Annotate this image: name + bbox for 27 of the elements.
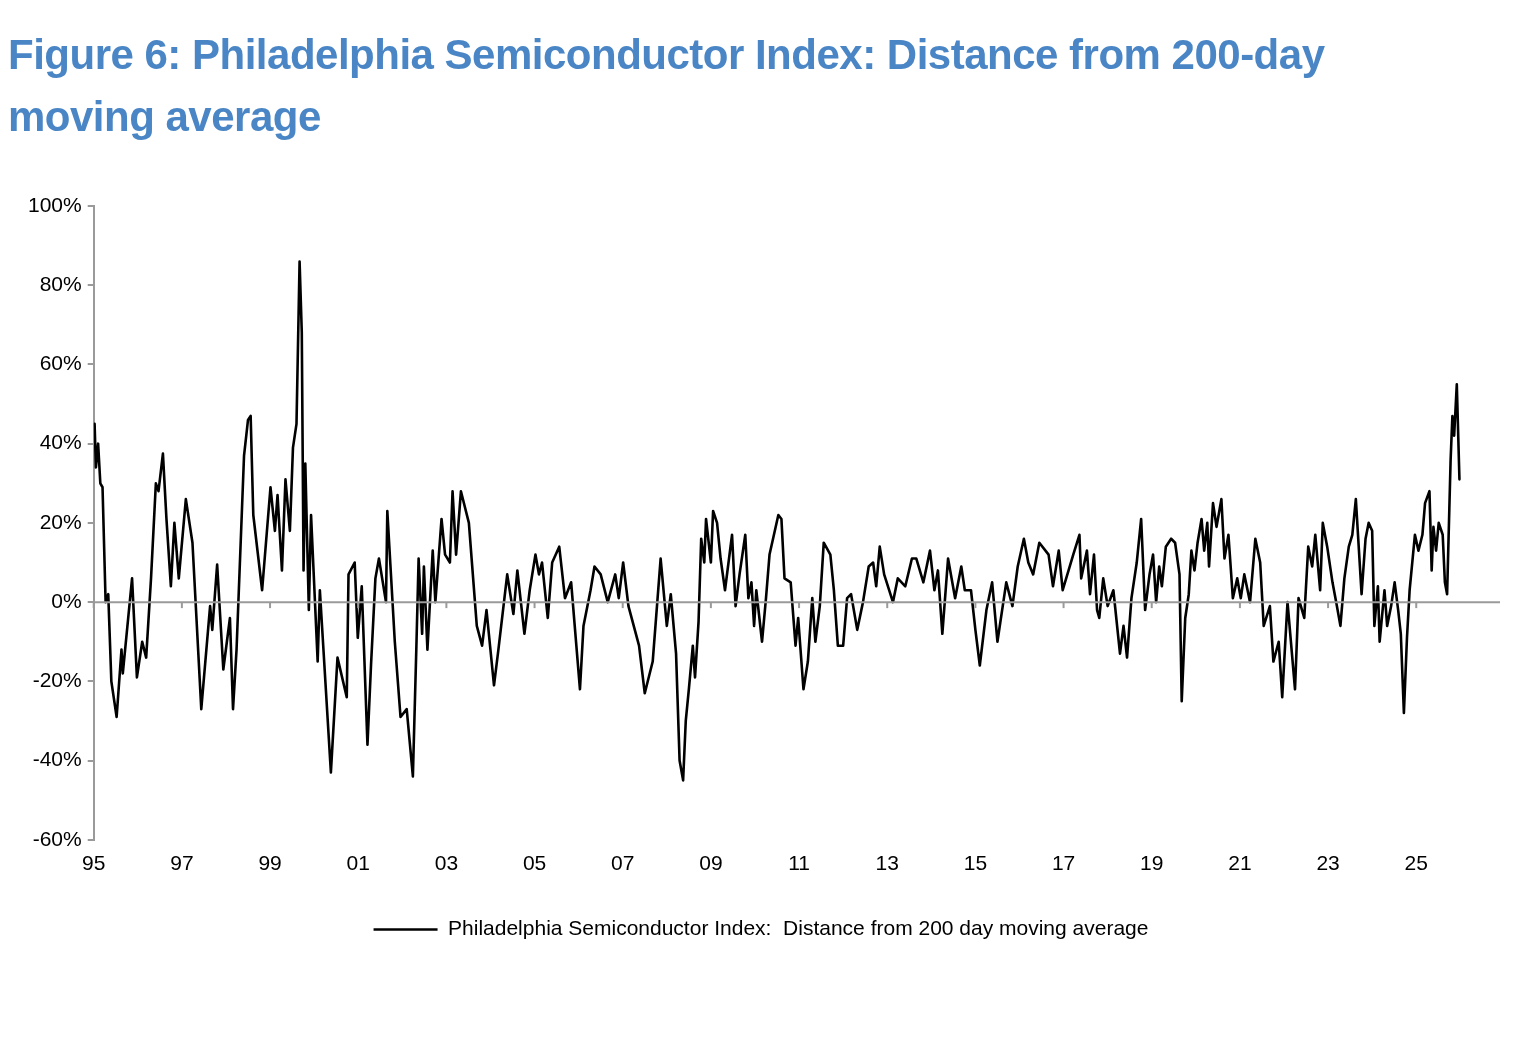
x-tick-label: 95 xyxy=(82,851,106,875)
y-tick-label: 0% xyxy=(51,588,82,612)
x-tick-label: 99 xyxy=(258,851,282,875)
y-tick-label: 80% xyxy=(39,272,82,296)
y-tick-label: 60% xyxy=(39,351,82,375)
x-tick-label: 01 xyxy=(346,851,370,875)
y-tick-label: -20% xyxy=(32,668,82,692)
x-tick-label: 97 xyxy=(170,851,194,875)
x-tick-label: 07 xyxy=(611,851,635,875)
x-tick-label: 05 xyxy=(522,851,547,875)
y-tick-label: 40% xyxy=(39,430,82,454)
y-tick-label: -60% xyxy=(32,826,82,850)
x-tick-label: 25 xyxy=(1404,851,1428,875)
x-tick-label: 15 xyxy=(963,851,988,875)
x-tick-label: 11 xyxy=(788,851,810,875)
y-tick-label: 100% xyxy=(27,192,82,216)
chart-title: Figure 6: Philadelphia Semiconductor Index: Distance from 200-day moving average xyxy=(7,30,1326,142)
legend-label: Philadelphia Semiconductor Index: Distance from 200 day moving average xyxy=(448,916,1149,940)
x-tick-label: 13 xyxy=(875,851,899,875)
y-tick-label: -40% xyxy=(32,747,82,771)
x-tick-label: 23 xyxy=(1316,851,1340,875)
y-tick-label: 20% xyxy=(39,509,82,533)
x-tick-label: 17 xyxy=(1051,851,1076,875)
x-tick-label: 03 xyxy=(434,851,459,875)
x-tick-label: 09 xyxy=(699,851,723,875)
x-tick-label: 21 xyxy=(1228,851,1252,875)
x-tick-label: 19 xyxy=(1140,851,1164,875)
